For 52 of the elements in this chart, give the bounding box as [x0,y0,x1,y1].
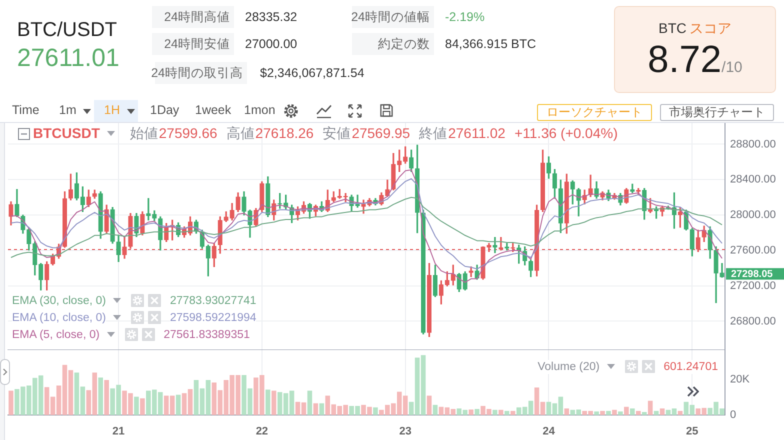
x-tick-label: 25 [686,426,698,438]
annotation: 27599.66 [158,125,218,141]
text: 27298.05 [731,268,774,280]
annotation: 601.24701 [664,360,718,374]
y-tick-label: 27200.00 [730,280,776,292]
text: 27611.01 [17,44,120,73]
annotation: 終値 [419,125,448,141]
text: BTCUSDT [33,125,100,141]
label-cell: 24時間高値 [152,6,234,28]
annotation: 27561.83389351 [164,328,250,342]
y-tick-label: 28800.00 [730,138,776,150]
y-tick-label: 28000.00 [730,209,776,222]
y-tick-label: 26800.00 [730,315,776,328]
label-cell: 24時間安値 [152,33,234,55]
annotation: 27598.59221994 [170,310,256,324]
button: ローソクチャート [537,104,652,121]
label-cell: 約定の数 [352,33,434,55]
series-label: Volume (20) [538,360,600,374]
text: EMA (5, close, 0) [12,328,100,342]
text: 27000.00 [245,37,298,52]
text: 28335.32 [245,10,298,24]
annotation: 27618.26 [255,125,314,141]
y-tick-label: 20K [730,374,750,386]
text: EMA (30, close, 0) [12,294,106,308]
score-card: BTC スコア 8.72/10 [614,6,776,93]
x-tick-label: 22 [256,426,268,438]
button: 市場奥行チャート [660,104,774,121]
annotation: +11.36 (+0.04%) [514,125,618,141]
label-cell: 24時間の値幅 [352,6,434,28]
x-tick-label: 24 [542,426,556,438]
y-tick-label: 27600.00 [730,244,776,256]
annotation: 安値 [322,125,351,141]
annotation: 27569.95 [352,125,410,141]
text: 1m [59,103,76,118]
text: 84,366.915 BTC [445,37,536,52]
annotation: 27611.02 [448,125,506,141]
text: 1mon [244,103,276,118]
x-tick-label: 23 [399,426,412,438]
text: $2,346,067,871.54 [260,66,364,80]
text: Time [12,103,40,118]
annotation: 27783.93027741 [170,294,256,308]
text: EMA (10, close, 0) [12,310,106,324]
y-tick-label: 0 [730,409,736,422]
annotation: 高値 [226,125,254,141]
y-tick-label: 28400.00 [730,174,776,186]
text: 1Day [150,103,180,118]
annotation: 始値 [130,125,158,141]
selected-tab: 1H [94,100,138,122]
text: 1week [195,103,232,118]
text: BTC/USDT [17,19,117,42]
text: -2.19% [445,10,485,24]
x-tick-label: 21 [112,426,125,438]
